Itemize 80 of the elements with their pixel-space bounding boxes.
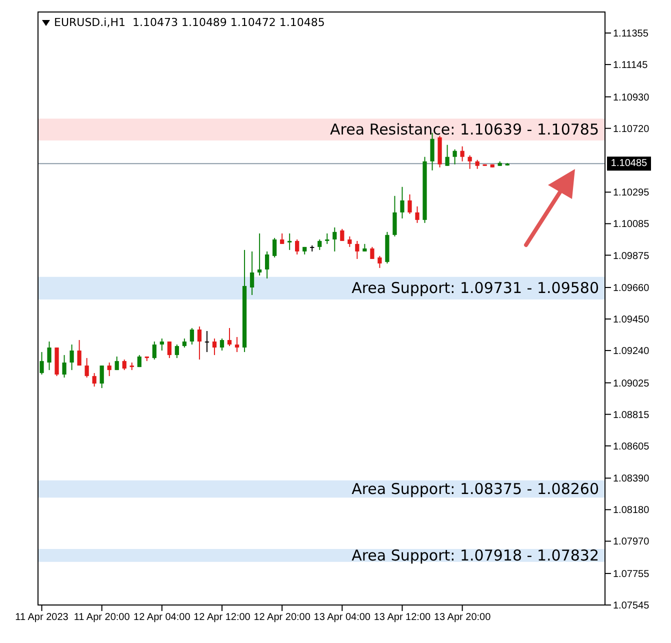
y-tick-label: 1.09240 xyxy=(613,346,650,358)
candlestick xyxy=(340,228,344,242)
candlestick xyxy=(84,358,89,378)
y-tick-label: 1.10085 xyxy=(613,219,650,230)
candlestick xyxy=(348,236,352,248)
candlestick xyxy=(47,341,52,371)
y-tick-label: 1.10295 xyxy=(613,188,650,199)
x-tick-label: 12 Apr 12:00 xyxy=(194,612,251,624)
candlestick xyxy=(288,232,292,250)
band-label: Area Support: 1.09731 - 1.09580 xyxy=(352,279,599,298)
band-label: Area Support: 1.08375 - 1.08260 xyxy=(352,480,599,498)
x-tick-label: 12 Apr 20:00 xyxy=(254,612,311,624)
candlestick xyxy=(227,328,232,347)
candlestick xyxy=(468,154,472,170)
candlestick xyxy=(378,255,382,268)
candlestick xyxy=(160,338,164,352)
candlestick xyxy=(92,372,96,388)
candlestick xyxy=(415,206,420,224)
y-tick-label: 1.10930 xyxy=(613,92,650,104)
candlestick xyxy=(272,237,277,258)
candlestick xyxy=(182,338,187,348)
y-tick-label: 1.08605 xyxy=(613,441,650,452)
y-tick-label: 1.07970 xyxy=(613,536,650,548)
candlestick xyxy=(137,354,142,368)
candlestick xyxy=(475,159,480,170)
candlestick xyxy=(400,186,404,219)
y-tick-label: 1.09660 xyxy=(613,283,650,294)
y-tick-label: 1.11355 xyxy=(613,28,649,40)
candlestick xyxy=(220,338,224,352)
x-tick-label: 11 Apr 20:00 xyxy=(74,612,130,624)
y-tick-label: 1.07545 xyxy=(613,600,650,612)
candlestick xyxy=(77,340,82,366)
candlestick xyxy=(445,144,450,166)
y-tick-label: 1.09450 xyxy=(613,314,650,326)
candlestick xyxy=(152,341,156,360)
candlestick xyxy=(62,354,66,378)
candlestick xyxy=(197,326,202,360)
candlestick xyxy=(318,238,322,250)
y-tick-label: 1.09875 xyxy=(613,250,650,262)
candlestick xyxy=(174,344,179,359)
candlestick xyxy=(100,365,104,389)
y-tick-label: 1.08390 xyxy=(613,474,650,485)
x-tick-label: 12 Apr 04:00 xyxy=(134,612,191,624)
candlestick xyxy=(40,352,44,376)
x-tick-label: 11 Apr 2023 xyxy=(15,612,69,624)
candlestick xyxy=(264,250,270,279)
candlestick xyxy=(204,330,210,353)
candlestick xyxy=(190,328,194,346)
candlestick xyxy=(295,238,300,255)
candlestick xyxy=(408,194,412,214)
y-tick-label: 1.11145 xyxy=(613,60,648,72)
candlestick xyxy=(122,359,126,371)
candlestick xyxy=(250,250,254,296)
candlestick xyxy=(355,240,360,260)
candlestick xyxy=(392,195,397,237)
candlestick xyxy=(332,226,337,252)
y-tick-label: 1.09025 xyxy=(613,378,650,390)
candlestick xyxy=(114,356,119,371)
chart-title: EURUSD.i,H1 1.10473 1.10489 1.10472 1.10485 xyxy=(54,16,325,29)
x-tick-label: 13 Apr 12:00 xyxy=(374,612,432,624)
band-label: Area Support: 1.07918 - 1.07832 xyxy=(352,546,599,564)
candlestick xyxy=(325,232,330,244)
candlestick xyxy=(70,344,74,371)
x-tick-label: 13 Apr 20:00 xyxy=(434,612,492,624)
y-tick-label: 1.08180 xyxy=(613,505,650,516)
candlestick xyxy=(167,341,172,359)
ref-line-label: 1.10485 xyxy=(610,158,648,170)
x-tick-label: 13 Apr 04:00 xyxy=(314,612,371,624)
y-tick-label: 1.10720 xyxy=(613,124,650,135)
y-tick-label: 1.08815 xyxy=(613,410,650,421)
candlestick xyxy=(460,146,464,162)
band-label: Area Resistance: 1.10639 - 1.10785 xyxy=(330,120,599,139)
candlestick xyxy=(234,336,240,353)
candlestick xyxy=(257,232,262,276)
candlestick xyxy=(107,362,112,377)
candlestick xyxy=(212,338,217,356)
candlestick xyxy=(280,232,284,244)
y-tick-label: 1.07755 xyxy=(613,569,650,580)
candlestick xyxy=(370,246,374,260)
candlestick xyxy=(452,148,457,165)
